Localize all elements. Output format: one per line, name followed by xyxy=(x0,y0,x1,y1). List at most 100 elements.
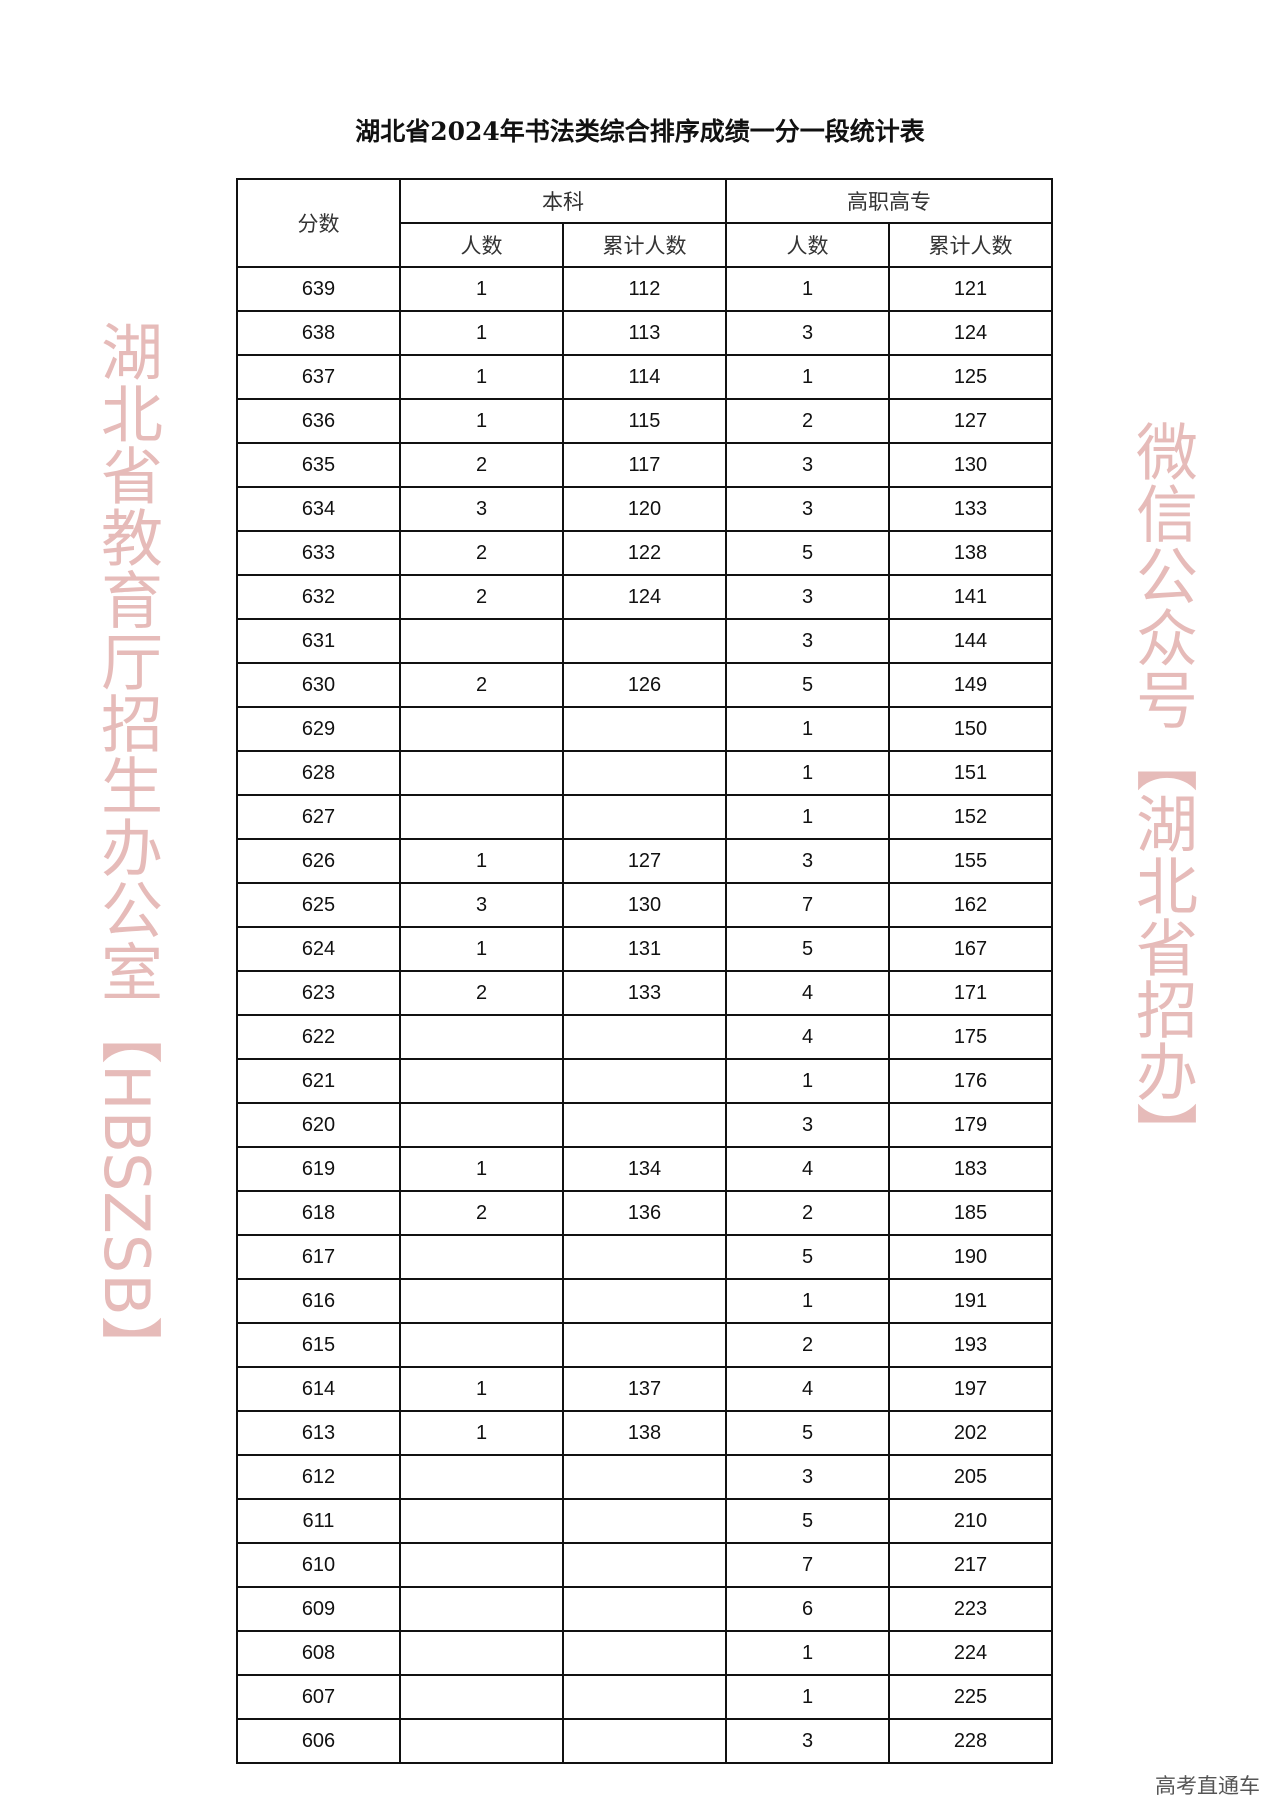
cell-gaozhi-count: 1 xyxy=(725,750,890,796)
cell-gaozhi-cumulative: 127 xyxy=(888,398,1053,444)
cell-gaozhi-count: 1 xyxy=(725,706,890,752)
cell-gaozhi-count: 5 xyxy=(725,1234,890,1280)
cell-benke-cumulative: 115 xyxy=(562,398,727,444)
cell-gaozhi-cumulative: 179 xyxy=(888,1102,1053,1148)
cell-benke-cumulative xyxy=(562,1322,727,1368)
score-distribution-table: 分数 本科 高职高专 人数 累计人数 人数 累计人数 639 1 112 1 121 63… xyxy=(236,178,1053,1764)
cell-benke-cumulative xyxy=(562,1102,727,1148)
cell-benke-cumulative: 113 xyxy=(562,310,727,356)
cell-benke-count: 3 xyxy=(399,486,564,532)
table-row: 609 6 223 xyxy=(236,1586,1053,1632)
cell-score: 615 xyxy=(236,1322,401,1368)
cell-benke-cumulative: 136 xyxy=(562,1190,727,1236)
cell-benke-cumulative: 126 xyxy=(562,662,727,708)
table-row: 632 2 124 3 141 xyxy=(236,574,1053,620)
cell-gaozhi-cumulative: 125 xyxy=(888,354,1053,400)
cell-gaozhi-cumulative: 185 xyxy=(888,1190,1053,1236)
cell-gaozhi-cumulative: 138 xyxy=(888,530,1053,576)
cell-score: 620 xyxy=(236,1102,401,1148)
cell-gaozhi-count: 3 xyxy=(725,618,890,664)
cell-gaozhi-count: 2 xyxy=(725,398,890,444)
cell-score: 628 xyxy=(236,750,401,796)
cell-gaozhi-cumulative: 225 xyxy=(888,1674,1053,1720)
cell-benke-cumulative: 117 xyxy=(562,442,727,488)
cell-score: 624 xyxy=(236,926,401,972)
table-row: 624 1 131 5 167 xyxy=(236,926,1053,972)
table-row: 623 2 133 4 171 xyxy=(236,970,1053,1016)
table-row: 631 3 144 xyxy=(236,618,1053,664)
cell-benke-count: 1 xyxy=(399,398,564,444)
cell-benke-count: 1 xyxy=(399,1146,564,1192)
cell-benke-count: 2 xyxy=(399,1190,564,1236)
cell-benke-cumulative xyxy=(562,1586,727,1632)
table-row: 610 7 217 xyxy=(236,1542,1053,1588)
cell-gaozhi-count: 7 xyxy=(725,882,890,928)
cell-gaozhi-count: 3 xyxy=(725,486,890,532)
cell-gaozhi-count: 2 xyxy=(725,1322,890,1368)
table-row: 617 5 190 xyxy=(236,1234,1053,1280)
cell-gaozhi-count: 3 xyxy=(725,1718,890,1764)
cell-score: 635 xyxy=(236,442,401,488)
cell-gaozhi-count: 3 xyxy=(725,1454,890,1500)
cell-score: 609 xyxy=(236,1586,401,1632)
cell-gaozhi-count: 3 xyxy=(725,1102,890,1148)
cell-gaozhi-cumulative: 197 xyxy=(888,1366,1053,1412)
table-row: 622 4 175 xyxy=(236,1014,1053,1060)
cell-gaozhi-count: 1 xyxy=(725,1630,890,1676)
cell-benke-count: 1 xyxy=(399,1410,564,1456)
cell-score: 610 xyxy=(236,1542,401,1588)
table-row: 615 2 193 xyxy=(236,1322,1053,1368)
header-gaozhi-cumulative: 累计人数 xyxy=(888,222,1053,268)
footer-source: 高考直通车 xyxy=(1155,1774,1260,1798)
cell-score: 630 xyxy=(236,662,401,708)
cell-benke-cumulative xyxy=(562,750,727,796)
cell-gaozhi-count: 7 xyxy=(725,1542,890,1588)
table-row: 607 1 225 xyxy=(236,1674,1053,1720)
cell-benke-count xyxy=(399,1014,564,1060)
cell-benke-count: 3 xyxy=(399,882,564,928)
cell-gaozhi-count: 5 xyxy=(725,1498,890,1544)
cell-benke-count: 1 xyxy=(399,838,564,884)
cell-gaozhi-cumulative: 155 xyxy=(888,838,1053,884)
cell-benke-count: 2 xyxy=(399,574,564,620)
cell-gaozhi-cumulative: 175 xyxy=(888,1014,1053,1060)
table-row: 616 1 191 xyxy=(236,1278,1053,1324)
cell-gaozhi-count: 1 xyxy=(725,266,890,312)
table-row: 633 2 122 5 138 xyxy=(236,530,1053,576)
cell-benke-cumulative xyxy=(562,1674,727,1720)
cell-score: 617 xyxy=(236,1234,401,1280)
cell-gaozhi-cumulative: 151 xyxy=(888,750,1053,796)
cell-gaozhi-cumulative: 144 xyxy=(888,618,1053,664)
cell-gaozhi-count: 3 xyxy=(725,442,890,488)
cell-benke-cumulative xyxy=(562,1498,727,1544)
cell-benke-count xyxy=(399,794,564,840)
cell-gaozhi-count: 1 xyxy=(725,1278,890,1324)
cell-gaozhi-cumulative: 223 xyxy=(888,1586,1053,1632)
cell-benke-count: 1 xyxy=(399,266,564,312)
cell-gaozhi-cumulative: 176 xyxy=(888,1058,1053,1104)
cell-gaozhi-cumulative: 124 xyxy=(888,310,1053,356)
cell-benke-cumulative xyxy=(562,1014,727,1060)
cell-benke-count: 1 xyxy=(399,1366,564,1412)
cell-gaozhi-count: 4 xyxy=(725,1366,890,1412)
cell-gaozhi-cumulative: 162 xyxy=(888,882,1053,928)
cell-benke-cumulative: 114 xyxy=(562,354,727,400)
cell-gaozhi-count: 5 xyxy=(725,662,890,708)
cell-gaozhi-cumulative: 217 xyxy=(888,1542,1053,1588)
cell-benke-cumulative xyxy=(562,1542,727,1588)
cell-gaozhi-cumulative: 149 xyxy=(888,662,1053,708)
header-score: 分数 xyxy=(236,178,401,268)
table-row: 628 1 151 xyxy=(236,750,1053,796)
table-row: 629 1 150 xyxy=(236,706,1053,752)
cell-benke-cumulative xyxy=(562,1454,727,1500)
table-row: 635 2 117 3 130 xyxy=(236,442,1053,488)
cell-gaozhi-cumulative: 210 xyxy=(888,1498,1053,1544)
cell-score: 618 xyxy=(236,1190,401,1236)
cell-gaozhi-cumulative: 152 xyxy=(888,794,1053,840)
cell-gaozhi-count: 3 xyxy=(725,574,890,620)
cell-benke-count: 1 xyxy=(399,354,564,400)
header-gaozhi: 高职高专 xyxy=(725,178,1053,224)
cell-score: 616 xyxy=(236,1278,401,1324)
cell-benke-cumulative: 124 xyxy=(562,574,727,620)
cell-benke-cumulative: 138 xyxy=(562,1410,727,1456)
